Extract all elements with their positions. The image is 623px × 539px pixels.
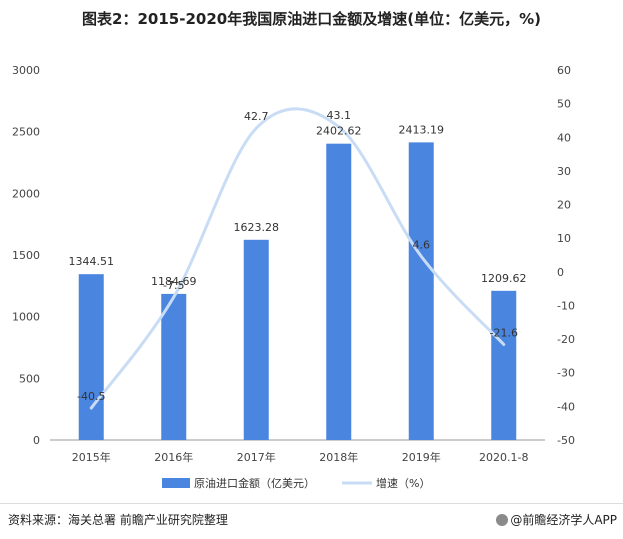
y-right-tick-label: -30	[557, 367, 575, 380]
bar	[243, 239, 269, 440]
y-left-tick-label: 3000	[12, 64, 40, 77]
bar	[491, 290, 517, 440]
growth-line	[89, 107, 506, 410]
y-left-tick-label: 2500	[12, 126, 40, 139]
line-value-label: -40.5	[77, 390, 105, 403]
brand-credit: @前瞻经济学人APP	[496, 511, 617, 528]
x-tick-label: 2015年	[72, 450, 111, 464]
x-tick-label: 2018年	[319, 450, 358, 464]
bar-value-label: 1344.51	[69, 255, 115, 268]
bar	[326, 143, 352, 440]
y-right-tick-label: 20	[557, 199, 571, 212]
line-value-label: -21.6	[490, 326, 518, 339]
x-tick-label: 2020.1-8	[479, 451, 528, 464]
source-note: 资料来源：海关总署 前瞻产业研究院整理	[8, 513, 228, 527]
x-tick-label: 2019年	[402, 450, 441, 464]
y-left-tick-label: 1500	[12, 249, 40, 262]
bar	[78, 274, 104, 440]
bar	[408, 142, 434, 440]
x-tick-label: 2016年	[154, 450, 193, 464]
y-left-tick-label: 500	[19, 372, 40, 385]
brand-logo-icon	[496, 514, 509, 526]
brand-text: @前瞻经济学人APP	[510, 513, 617, 527]
y-right-tick-label: 50	[557, 98, 571, 111]
y-left-tick-label: 0	[33, 434, 40, 447]
y-right-tick-label: 60	[557, 64, 571, 77]
y-left-tick-label: 2000	[12, 187, 40, 200]
bar	[161, 293, 187, 440]
bar-value-label: 2413.19	[399, 123, 445, 136]
legend-bar-label: 原油进口金额（亿美元）	[194, 476, 315, 490]
line-value-label: -7.5	[163, 279, 184, 292]
bar-value-label: 1623.28	[234, 221, 280, 234]
y-right-tick-label: 10	[557, 232, 571, 245]
x-tick-label: 2017年	[237, 450, 276, 464]
y-right-tick-label: -20	[557, 333, 575, 346]
legend-bar-swatch	[162, 478, 190, 488]
y-left-tick-label: 1000	[12, 311, 40, 324]
line-value-label: 43.1	[327, 109, 352, 122]
y-right-tick-label: 40	[557, 131, 571, 144]
footer-divider	[0, 503, 623, 504]
y-right-tick-label: -40	[557, 400, 575, 413]
y-right-tick-label: 0	[557, 266, 564, 279]
y-right-tick-label: 30	[557, 165, 571, 178]
bar-value-label: 1184.69	[151, 275, 197, 288]
line-value-label: 4.6	[413, 238, 431, 251]
y-right-tick-label: -50	[557, 434, 575, 447]
line-value-label: 42.7	[244, 110, 269, 123]
legend-line-label: 增速（%）	[376, 476, 430, 490]
bar-value-label: 2402.62	[316, 125, 362, 138]
y-right-tick-label: -10	[557, 299, 575, 312]
chart-title: 图表2：2015-2020年我国原油进口金额及增速(单位：亿美元，%)	[82, 10, 541, 28]
bar-value-label: 1209.62	[481, 272, 527, 285]
